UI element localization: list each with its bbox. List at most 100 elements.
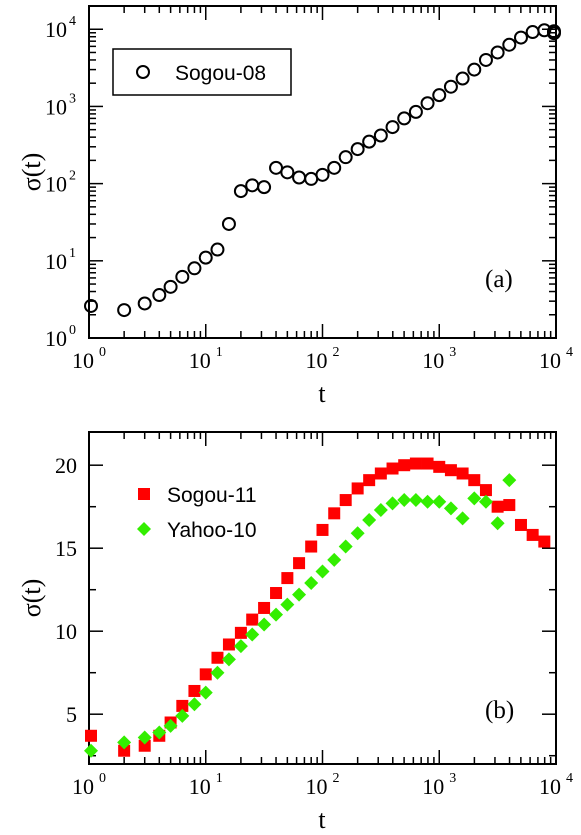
- data-point-sogou-08: [408, 104, 423, 119]
- data-point-sogou-08: [338, 150, 353, 165]
- panel-a-label: (a): [485, 266, 513, 293]
- data-point-yahoo-10: [198, 685, 213, 700]
- y-tick-label: 5: [66, 702, 77, 727]
- data-point-yahoo-10: [338, 539, 353, 554]
- x-tick-label-exponent: 3: [449, 345, 456, 360]
- data-point-sogou-08: [490, 45, 505, 60]
- data-point-yahoo-10: [350, 526, 365, 541]
- data-point-yahoo-10: [373, 503, 388, 518]
- data-point-yahoo-10: [245, 627, 260, 642]
- y-tick-label-exponent: 0: [69, 323, 76, 338]
- data-point-yahoo-10: [152, 725, 167, 740]
- panel-b-tick-labels: 10 0 10 1 10 2 10 3 10 4 5 10 15 20: [55, 453, 573, 799]
- data-point-yahoo-10: [502, 473, 517, 488]
- x-tick-label-exponent: 2: [333, 771, 340, 786]
- data-point-sogou-08: [432, 88, 447, 103]
- data-point-yahoo-10: [233, 639, 248, 654]
- data-point-sogou-08: [362, 134, 377, 149]
- data-point-sogou-11: [386, 462, 399, 475]
- data-point-yahoo-10: [175, 708, 190, 723]
- data-point-sogou-08: [175, 269, 190, 284]
- data-point-yahoo-10: [490, 516, 505, 531]
- data-point-sogou-11: [491, 500, 504, 513]
- data-point-sogou-11: [281, 572, 294, 585]
- data-point-sogou-08: [198, 250, 213, 265]
- data-point-sogou-08: [478, 52, 493, 67]
- data-point-sogou-11: [293, 557, 306, 570]
- data-point-sogou-08: [420, 96, 435, 111]
- data-point-sogou-11: [85, 729, 97, 742]
- data-point-yahoo-10: [210, 665, 225, 680]
- data-point-sogou-11: [328, 507, 341, 520]
- data-point-yahoo-10: [187, 697, 202, 712]
- panel-b-label: (b): [485, 697, 514, 724]
- data-point-yahoo-10: [478, 494, 493, 509]
- data-point-sogou-11: [421, 457, 434, 470]
- data-point-sogou-08: [547, 26, 561, 41]
- data-point-sogou-11: [351, 482, 364, 495]
- data-point-sogou-11: [222, 638, 235, 651]
- panel-b-legend-label-sogou-11: Sogou-11: [167, 484, 257, 507]
- data-point-sogou-11: [138, 739, 151, 752]
- data-point-sogou-08: [443, 79, 458, 94]
- data-point-sogou-11: [538, 535, 551, 548]
- data-point-sogou-11: [118, 744, 131, 757]
- data-point-sogou-08: [163, 279, 178, 294]
- data-point-sogou-11: [503, 499, 516, 512]
- data-point-yahoo-10: [257, 617, 272, 632]
- data-point-sogou-11: [339, 494, 352, 507]
- x-tick-label: 10: [306, 774, 328, 799]
- data-point-yahoo-10: [137, 730, 152, 745]
- data-point-yahoo-10: [362, 512, 377, 527]
- panel-b-legend-marker-yahoo-10: [137, 522, 151, 536]
- y-tick-label: 10: [45, 249, 67, 274]
- data-point-sogou-08: [467, 62, 482, 77]
- panel-b-y-axis-title: σ(t): [17, 579, 46, 618]
- data-point-sogou-08: [117, 303, 132, 318]
- data-point-yahoo-10: [84, 743, 98, 758]
- panel-a-data-points: [84, 23, 561, 318]
- data-point-sogou-11: [234, 626, 247, 639]
- data-point-sogou-08: [152, 288, 167, 303]
- data-point-yahoo-10: [117, 735, 132, 750]
- data-point-yahoo-10: [221, 652, 236, 667]
- data-point-sogou-08: [84, 298, 98, 313]
- x-tick-label-exponent: 1: [216, 345, 223, 360]
- data-point-yahoo-10: [420, 494, 435, 509]
- x-tick-label-exponent: 4: [566, 345, 573, 360]
- data-point-sogou-11: [468, 474, 481, 487]
- data-point-yahoo-10: [443, 501, 458, 516]
- data-point-sogou-08: [537, 23, 552, 38]
- data-point-yahoo-10: [163, 718, 178, 733]
- panel-b-legend-label-yahoo-10: Yahoo-10: [167, 519, 257, 542]
- data-point-sogou-08: [397, 111, 412, 126]
- panel-b-x-axis-title: t: [318, 805, 326, 834]
- data-point-sogou-11: [258, 601, 271, 614]
- data-point-sogou-08: [315, 167, 330, 182]
- data-point-yahoo-10: [455, 511, 470, 526]
- x-tick-label-exponent: 2: [333, 345, 340, 360]
- data-point-sogou-11: [199, 668, 212, 681]
- data-point-sogou-08: [187, 261, 202, 276]
- panel-b-legend-marker-sogou-11: [138, 488, 150, 500]
- data-point-yahoo-10: [432, 494, 447, 509]
- data-point-sogou-11: [270, 587, 283, 600]
- x-tick-label: 10: [189, 348, 211, 373]
- data-point-sogou-08: [525, 25, 540, 40]
- panel-a-legend-box: [112, 48, 292, 96]
- data-point-sogou-08: [221, 216, 236, 231]
- data-point-sogou-08: [350, 142, 365, 157]
- x-tick-label: 10: [72, 774, 94, 799]
- data-point-sogou-11: [398, 459, 411, 472]
- data-point-sogou-08: [513, 30, 528, 45]
- x-tick-label: 10: [189, 774, 211, 799]
- x-tick-label: 10: [306, 348, 328, 373]
- data-point-sogou-08: [245, 178, 260, 193]
- data-point-sogou-08: [304, 171, 319, 186]
- x-tick-label: 10: [422, 774, 444, 799]
- data-point-sogou-11: [526, 528, 539, 541]
- data-point-yahoo-10: [304, 576, 319, 591]
- data-point-sogou-11: [211, 651, 224, 664]
- y-tick-label-exponent: 4: [69, 14, 76, 29]
